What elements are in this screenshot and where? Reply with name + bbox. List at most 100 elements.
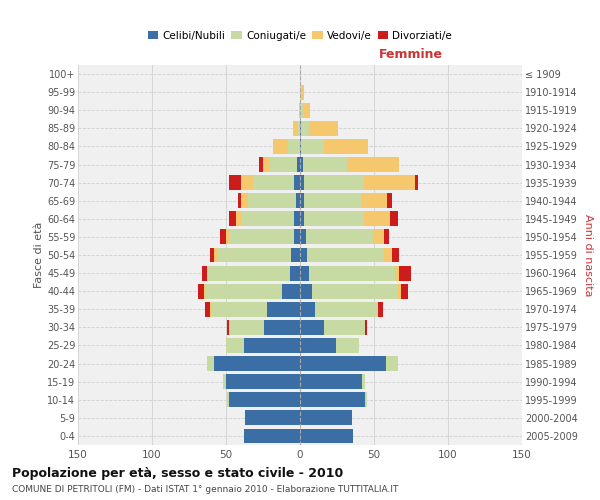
Bar xyxy=(288,139,300,154)
Bar xyxy=(265,320,300,335)
Bar xyxy=(300,302,315,316)
Bar xyxy=(241,212,294,226)
Bar xyxy=(227,320,229,335)
Bar xyxy=(309,266,395,280)
Text: COMUNE DI PETRITOLI (FM) - Dati ISTAT 1° gennaio 2010 - Elaborazione TUTTITALIA.: COMUNE DI PETRITOLI (FM) - Dati ISTAT 1°… xyxy=(12,485,398,494)
Bar xyxy=(294,175,300,190)
Bar xyxy=(214,356,300,371)
Bar xyxy=(210,248,214,262)
Text: Popolazione per età, sesso e stato civile - 2010: Popolazione per età, sesso e stato civil… xyxy=(12,468,343,480)
Bar xyxy=(303,103,310,118)
Bar xyxy=(294,212,300,226)
Bar xyxy=(399,266,411,280)
Bar xyxy=(300,230,306,244)
Bar xyxy=(204,284,205,298)
Bar xyxy=(304,194,361,208)
Bar xyxy=(300,284,312,298)
Bar xyxy=(291,248,300,262)
Bar xyxy=(300,266,309,280)
Bar xyxy=(385,230,389,244)
Bar xyxy=(335,338,359,353)
Bar xyxy=(220,230,226,244)
Bar xyxy=(385,248,392,262)
Bar xyxy=(301,121,309,136)
Bar xyxy=(236,212,241,226)
Bar xyxy=(300,103,303,118)
Bar xyxy=(386,356,398,371)
Bar xyxy=(300,175,304,190)
Bar xyxy=(304,175,364,190)
Bar xyxy=(300,338,335,353)
Bar xyxy=(377,302,379,316)
Bar xyxy=(347,157,399,172)
Bar xyxy=(323,320,365,335)
Bar xyxy=(300,212,304,226)
Bar xyxy=(401,284,408,298)
Bar xyxy=(293,121,297,136)
Bar xyxy=(296,194,300,208)
Bar xyxy=(229,230,294,244)
Bar xyxy=(301,139,323,154)
Bar xyxy=(248,194,296,208)
Bar xyxy=(361,194,388,208)
Bar xyxy=(300,374,362,389)
Bar xyxy=(271,157,297,172)
Bar xyxy=(364,212,390,226)
Bar xyxy=(300,121,301,136)
Bar xyxy=(244,338,300,353)
Bar xyxy=(306,230,373,244)
Bar xyxy=(290,266,300,280)
Bar xyxy=(245,410,300,426)
Bar xyxy=(390,212,398,226)
Bar xyxy=(395,266,399,280)
Bar xyxy=(210,302,211,316)
Y-axis label: Anni di nascita: Anni di nascita xyxy=(583,214,593,296)
Bar xyxy=(297,157,300,172)
Bar xyxy=(300,320,323,335)
Bar xyxy=(300,194,304,208)
Bar xyxy=(205,284,282,298)
Bar xyxy=(268,302,300,316)
Bar xyxy=(300,84,301,100)
Bar xyxy=(274,139,288,154)
Bar xyxy=(307,248,385,262)
Bar xyxy=(300,410,352,426)
Bar xyxy=(238,194,241,208)
Bar xyxy=(299,103,300,118)
Bar xyxy=(392,248,399,262)
Bar xyxy=(226,374,300,389)
Bar xyxy=(229,320,265,335)
Bar xyxy=(379,302,383,316)
Bar xyxy=(259,157,263,172)
Bar xyxy=(303,157,347,172)
Bar xyxy=(364,175,415,190)
Bar xyxy=(300,139,301,154)
Bar xyxy=(315,302,377,316)
Y-axis label: Fasce di età: Fasce di età xyxy=(34,222,44,288)
Bar xyxy=(217,248,291,262)
Text: Femmine: Femmine xyxy=(379,48,443,61)
Bar xyxy=(241,175,253,190)
Bar xyxy=(300,248,307,262)
Bar xyxy=(229,175,241,190)
Bar xyxy=(205,302,210,316)
Bar xyxy=(312,284,398,298)
Bar xyxy=(241,194,248,208)
Bar xyxy=(300,392,365,407)
Bar xyxy=(300,356,386,371)
Bar xyxy=(362,374,365,389)
Bar xyxy=(229,392,300,407)
Bar xyxy=(398,284,401,298)
Bar xyxy=(294,230,300,244)
Bar xyxy=(227,392,229,407)
Bar xyxy=(365,392,367,407)
Bar xyxy=(300,428,353,444)
Bar xyxy=(304,212,364,226)
Bar xyxy=(208,266,290,280)
Bar xyxy=(282,284,300,298)
Bar xyxy=(301,84,304,100)
Bar xyxy=(207,356,214,371)
Bar xyxy=(226,230,229,244)
Bar xyxy=(365,320,367,335)
Bar xyxy=(211,302,268,316)
